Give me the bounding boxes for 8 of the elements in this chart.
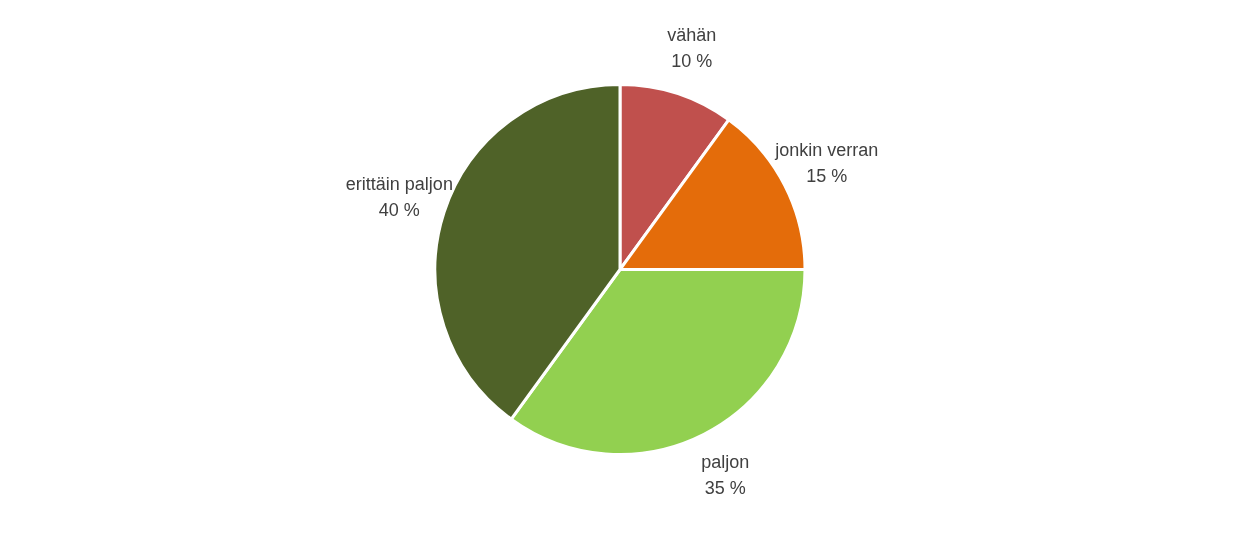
data-label: 10 % <box>671 50 713 71</box>
slice-label: vähän <box>667 24 717 45</box>
data-label: 35 % <box>704 478 746 499</box>
data-label: 15 % <box>806 166 848 187</box>
slice-label: paljon <box>701 452 750 473</box>
slice-label: erittäin paljon <box>345 173 453 194</box>
data-label: 40 % <box>378 199 420 220</box>
slice-label: jonkin verran <box>774 140 879 161</box>
